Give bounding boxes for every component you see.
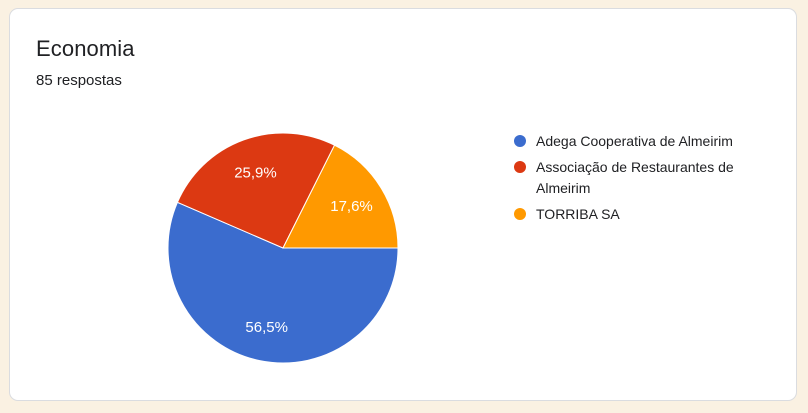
pie-slice-2[interactable] <box>176 132 336 249</box>
legend-label: Associação de Restaurantes de Almeirim <box>536 159 734 196</box>
response-count: 85 respostas <box>36 72 122 89</box>
question-title: Economia <box>36 36 135 61</box>
legend-color-dot-icon <box>514 208 526 220</box>
legend-label: Adega Cooperativa de Almeirim <box>536 133 733 149</box>
legend-color-dot-icon <box>514 135 526 147</box>
legend-item-1: Adega Cooperativa de Almeirim <box>514 131 749 152</box>
question-summary-card: Economia 85 respostas 56,5% 25,9% 17,6% Ad… <box>9 8 797 401</box>
pie-chart-svg: 56,5% 25,9% 17,6% <box>167 132 399 364</box>
pie-slice-1[interactable] <box>167 201 399 364</box>
legend-label: TORRIBA SA <box>536 206 620 222</box>
legend-item-2: Associação de Restaurantes de Almeirim <box>514 157 749 199</box>
legend-item-3: TORRIBA SA <box>514 204 749 225</box>
legend-color-dot-icon <box>514 161 526 173</box>
pie-slice-3[interactable] <box>282 144 399 249</box>
pie-slice-percent-label-3: 17,6% <box>330 198 373 215</box>
chart-legend: Adega Cooperativa de Almeirim Associação … <box>514 131 749 230</box>
pie-slice-percent-label-1: 56,5% <box>245 319 288 336</box>
pie-chart: 56,5% 25,9% 17,6% <box>160 125 406 371</box>
pie-slice-percent-label-2: 25,9% <box>234 165 277 182</box>
